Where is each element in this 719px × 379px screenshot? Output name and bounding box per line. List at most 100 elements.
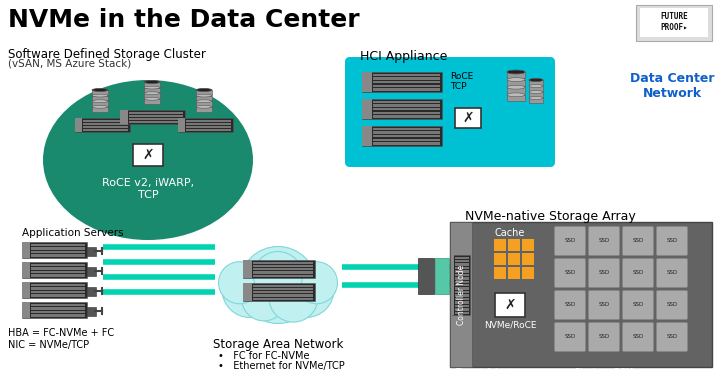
Ellipse shape (507, 70, 525, 74)
Bar (129, 121, 183, 123)
Bar (253, 265, 313, 267)
Bar (22, 262, 29, 278)
Text: NVMe/RoCE: NVMe/RoCE (484, 320, 536, 329)
Bar (22, 242, 29, 258)
Bar (373, 100, 439, 103)
Bar (75, 118, 130, 132)
Text: FUTURE
PROOF▸: FUTURE PROOF▸ (660, 12, 688, 32)
Text: Storage Area Network: Storage Area Network (213, 338, 343, 351)
Bar (178, 118, 185, 132)
Bar (92, 90, 108, 95)
Bar (373, 104, 439, 107)
Bar (454, 267, 470, 269)
FancyBboxPatch shape (623, 258, 654, 288)
FancyBboxPatch shape (554, 323, 585, 351)
Bar (31, 291, 85, 293)
Bar (454, 263, 470, 266)
Ellipse shape (92, 105, 108, 108)
Bar (508, 267, 520, 279)
Bar (75, 118, 81, 132)
Text: •   Ethernet for NVMe/TCP: • Ethernet for NVMe/TCP (218, 361, 344, 371)
Bar (494, 253, 506, 265)
FancyBboxPatch shape (623, 323, 654, 351)
Circle shape (296, 262, 337, 304)
Bar (450, 222, 712, 367)
Bar (454, 260, 470, 262)
Bar (373, 142, 439, 145)
Bar (144, 82, 160, 87)
Ellipse shape (92, 89, 108, 91)
Bar (243, 283, 315, 301)
FancyBboxPatch shape (656, 258, 687, 288)
Bar (454, 298, 470, 300)
Bar (529, 98, 543, 103)
Circle shape (222, 262, 278, 318)
Bar (31, 283, 85, 286)
Bar (454, 284, 470, 287)
FancyBboxPatch shape (86, 246, 96, 255)
Bar (373, 139, 439, 141)
Ellipse shape (196, 105, 212, 108)
Bar (454, 294, 470, 297)
Bar (508, 253, 520, 265)
FancyBboxPatch shape (656, 323, 687, 351)
FancyBboxPatch shape (623, 290, 654, 319)
Bar (120, 110, 128, 124)
Bar (454, 270, 470, 273)
Text: SSD: SSD (633, 335, 644, 340)
Ellipse shape (43, 80, 253, 240)
Ellipse shape (529, 85, 543, 88)
Bar (186, 123, 232, 125)
Text: Application Servers: Application Servers (22, 228, 124, 238)
Bar (373, 81, 439, 83)
Bar (31, 307, 85, 310)
Text: •   FC for FC-NVMe: • FC for FC-NVMe (218, 351, 309, 361)
Bar (373, 127, 439, 130)
Circle shape (219, 262, 260, 304)
Bar (507, 80, 525, 86)
Ellipse shape (92, 89, 108, 91)
Bar (31, 304, 85, 306)
Text: Software Defined Storage Cluster: Software Defined Storage Cluster (8, 48, 206, 61)
Bar (92, 101, 108, 106)
Ellipse shape (144, 81, 160, 83)
Ellipse shape (529, 97, 543, 100)
Text: SSD: SSD (667, 271, 677, 276)
FancyBboxPatch shape (588, 258, 620, 288)
Bar (522, 253, 534, 265)
Text: Cache: Cache (495, 228, 525, 238)
Bar (196, 96, 212, 100)
Bar (253, 298, 313, 300)
Bar (144, 99, 160, 103)
Bar (373, 111, 439, 114)
Bar (454, 291, 470, 293)
Bar (362, 99, 442, 119)
FancyBboxPatch shape (656, 290, 687, 319)
Bar (120, 110, 185, 124)
Text: SSD: SSD (564, 302, 576, 307)
FancyBboxPatch shape (588, 323, 620, 351)
Ellipse shape (507, 70, 525, 74)
Text: Controller Node: Controller Node (457, 265, 465, 325)
Bar (243, 283, 252, 301)
Bar (83, 123, 129, 125)
Bar (435, 258, 449, 294)
Bar (253, 291, 313, 293)
FancyBboxPatch shape (86, 287, 96, 296)
Bar (31, 267, 85, 269)
Text: SSD: SSD (667, 238, 677, 243)
Bar (22, 302, 87, 318)
Bar (454, 301, 470, 304)
Bar (522, 239, 534, 251)
Bar (529, 86, 543, 91)
Text: SSD: SSD (564, 238, 576, 243)
Circle shape (242, 276, 286, 321)
Text: SSD: SSD (598, 271, 610, 276)
Bar (22, 262, 87, 278)
Bar (418, 258, 434, 294)
Text: SSD: SSD (598, 302, 610, 307)
Bar (22, 302, 29, 318)
Bar (362, 72, 442, 92)
Bar (507, 72, 525, 78)
Text: Flash or SCM
storage devices: Flash or SCM storage devices (575, 368, 647, 379)
